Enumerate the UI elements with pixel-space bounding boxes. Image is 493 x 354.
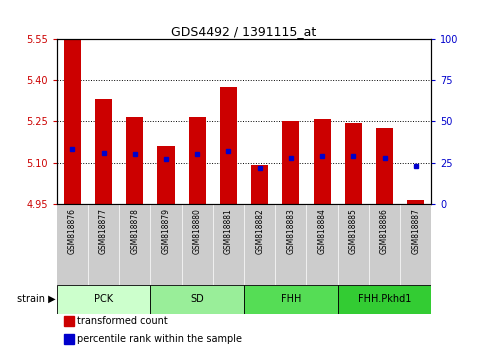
Text: GSM818887: GSM818887 [411, 208, 420, 254]
Bar [314, 119, 331, 204]
Text: GSM818878: GSM818878 [130, 208, 139, 254]
Bar [64, 316, 73, 326]
Text: GSM818876: GSM818876 [68, 208, 77, 254]
Text: GSM818885: GSM818885 [349, 208, 358, 254]
Bar [338, 285, 431, 314]
Text: GSM818883: GSM818883 [286, 208, 295, 254]
Text: transformed count: transformed count [77, 316, 168, 326]
Text: GSM818880: GSM818880 [193, 208, 202, 254]
Bar [57, 285, 150, 314]
Bar [95, 99, 112, 204]
Bar [282, 121, 299, 204]
Text: GSM818886: GSM818886 [380, 208, 389, 254]
Text: strain ▶: strain ▶ [16, 294, 55, 304]
Text: GSM818882: GSM818882 [255, 208, 264, 254]
Bar [189, 117, 206, 204]
Text: percentile rank within the sample: percentile rank within the sample [77, 334, 242, 344]
Text: SD: SD [190, 294, 204, 304]
Bar [220, 87, 237, 204]
Bar [157, 146, 175, 204]
Bar [251, 165, 268, 204]
Text: GSM818881: GSM818881 [224, 208, 233, 254]
Text: PCK: PCK [94, 294, 113, 304]
Bar [150, 285, 244, 314]
Text: GSM818879: GSM818879 [162, 208, 171, 254]
Text: FHH: FHH [281, 294, 301, 304]
Title: GDS4492 / 1391115_at: GDS4492 / 1391115_at [172, 25, 317, 38]
Bar [126, 117, 143, 204]
Bar [64, 40, 81, 204]
Text: GSM818877: GSM818877 [99, 208, 108, 254]
Bar [64, 335, 73, 344]
Bar [345, 123, 362, 204]
Bar [407, 200, 424, 204]
Bar [244, 285, 338, 314]
Bar [376, 128, 393, 204]
Text: GSM818884: GSM818884 [317, 208, 326, 254]
Text: FHH.Pkhd1: FHH.Pkhd1 [358, 294, 411, 304]
